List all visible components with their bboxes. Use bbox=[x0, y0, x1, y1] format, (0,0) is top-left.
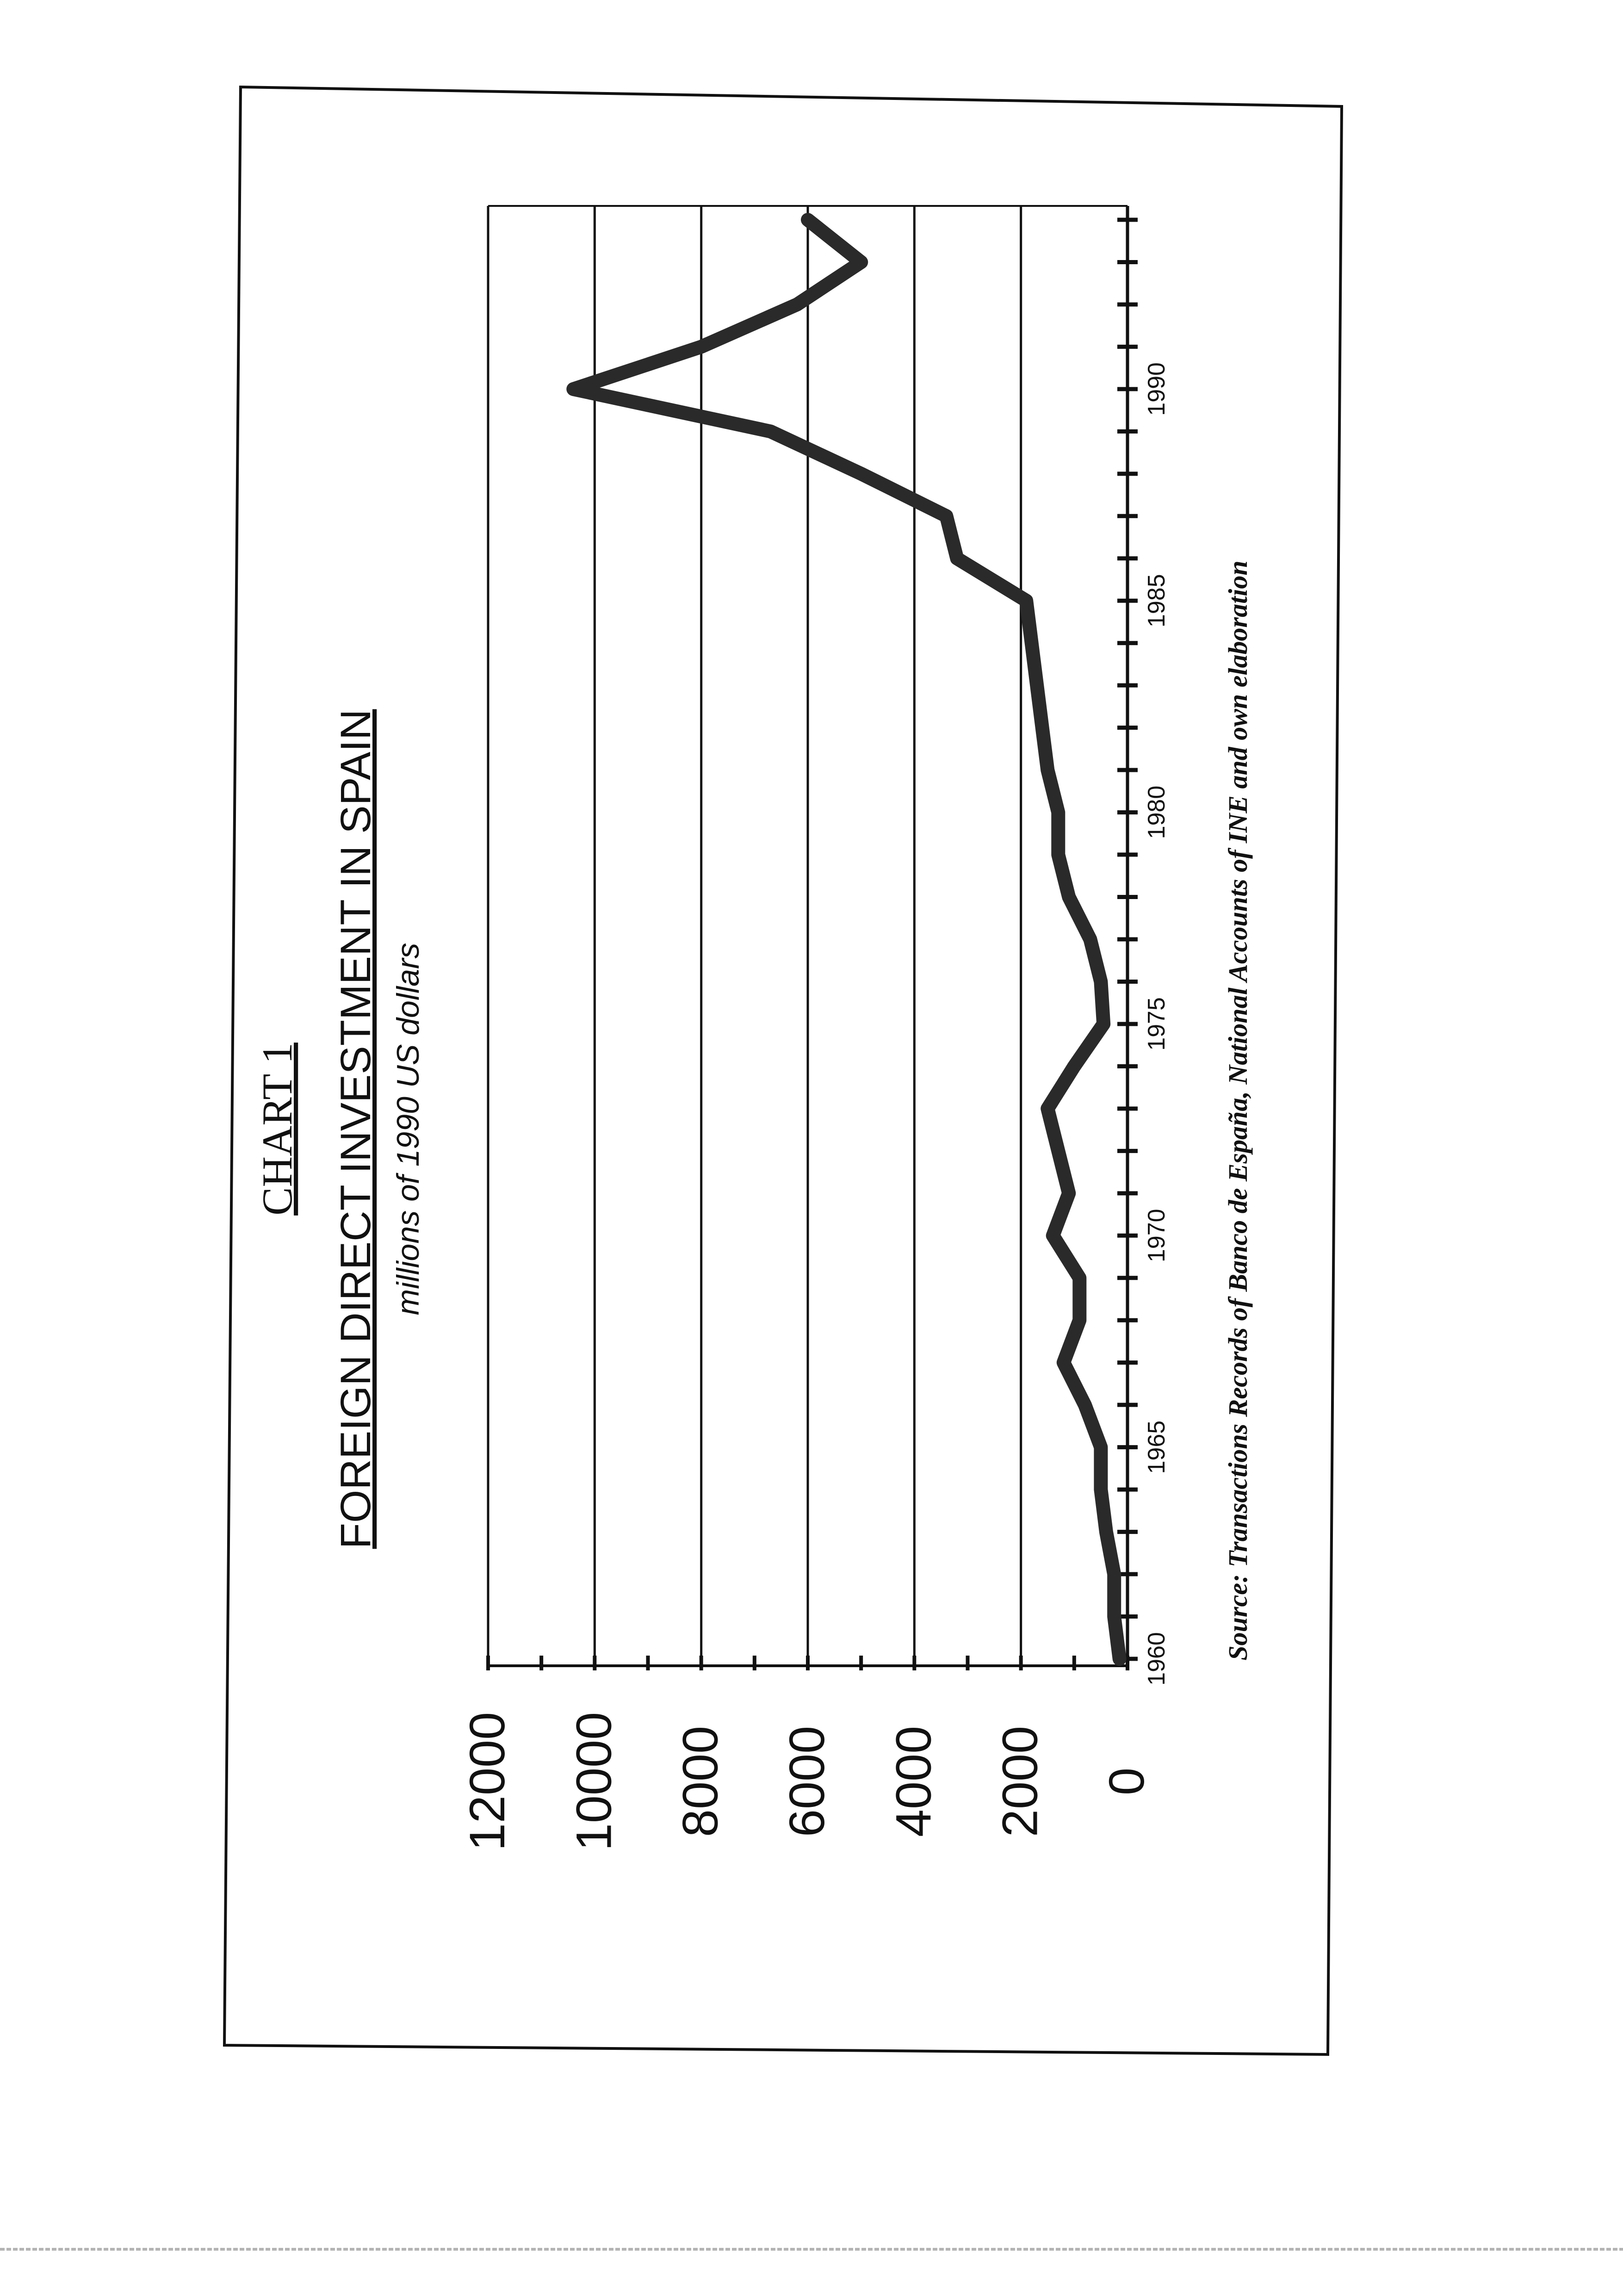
data-point bbox=[1057, 811, 1060, 814]
data-point bbox=[700, 345, 703, 348]
y-tick-label: 4000 bbox=[885, 1726, 941, 1837]
data-point bbox=[955, 557, 959, 560]
data-point bbox=[1113, 1573, 1116, 1576]
y-tick-label: 6000 bbox=[779, 1726, 835, 1837]
data-point bbox=[1051, 1234, 1054, 1237]
x-tick-label: 1985 bbox=[1143, 574, 1170, 627]
data-point bbox=[1057, 853, 1060, 856]
x-tick-label: 1975 bbox=[1143, 997, 1170, 1051]
x-tick-label: 1980 bbox=[1143, 786, 1170, 839]
x-tick-label: 1960 bbox=[1143, 1632, 1170, 1686]
y-tick-label: 10000 bbox=[565, 1712, 621, 1851]
plot-area: 0 2000 4000 6000 8000 10000 12000 1960 1965 1970 1… bbox=[459, 205, 1170, 1851]
data-point bbox=[1083, 1403, 1086, 1407]
data-point bbox=[1025, 599, 1028, 602]
data-point bbox=[1118, 1657, 1121, 1660]
data-point bbox=[860, 472, 863, 475]
data-point bbox=[1062, 1361, 1065, 1364]
series-line bbox=[566, 213, 1127, 1666]
data-point bbox=[1099, 980, 1103, 983]
data-point bbox=[1041, 726, 1044, 729]
data-point bbox=[1067, 1191, 1071, 1195]
data-point bbox=[1104, 1530, 1108, 1533]
x-tick-label: 1990 bbox=[1143, 362, 1170, 416]
y-tick-label: 0 bbox=[1098, 1768, 1154, 1795]
x-tick-label: 1970 bbox=[1143, 1209, 1170, 1262]
scan-edge-line bbox=[0, 2248, 1623, 2251]
data-point bbox=[769, 430, 772, 433]
data-point bbox=[1067, 895, 1071, 899]
data-point bbox=[1078, 1319, 1081, 1322]
data-point bbox=[1046, 769, 1049, 772]
data-point bbox=[1099, 1446, 1103, 1449]
data-point bbox=[860, 261, 863, 264]
data-point bbox=[806, 218, 809, 221]
chart-number: CHART 1 bbox=[254, 1043, 301, 1216]
data-point bbox=[1035, 684, 1039, 687]
x-tick-label: 1965 bbox=[1143, 1421, 1170, 1474]
data-point bbox=[1078, 1276, 1081, 1279]
data-point bbox=[1089, 938, 1092, 941]
data-point bbox=[796, 303, 799, 306]
data-point bbox=[572, 387, 575, 391]
chart-title: FOREIGN DIRECT INVESTMENT IN SPAIN bbox=[332, 709, 379, 1549]
data-point bbox=[1072, 1065, 1076, 1068]
data-point bbox=[945, 515, 948, 518]
data-point bbox=[1057, 1149, 1060, 1153]
data-point bbox=[1046, 1107, 1049, 1110]
data-point bbox=[1030, 641, 1033, 645]
y-tick-label: 12000 bbox=[459, 1712, 515, 1851]
data-point bbox=[1102, 1022, 1105, 1025]
data-point bbox=[1099, 1488, 1103, 1491]
y-tick-label: 8000 bbox=[672, 1726, 728, 1837]
chart-subtitle: millions of 1990 US dollars bbox=[390, 943, 426, 1315]
data-point bbox=[1113, 1615, 1116, 1618]
figure-frame bbox=[223, 85, 1344, 2056]
chart-source: Source: Transactions Records of Banco de… bbox=[1223, 560, 1253, 1660]
y-tick-label: 2000 bbox=[992, 1726, 1048, 1837]
